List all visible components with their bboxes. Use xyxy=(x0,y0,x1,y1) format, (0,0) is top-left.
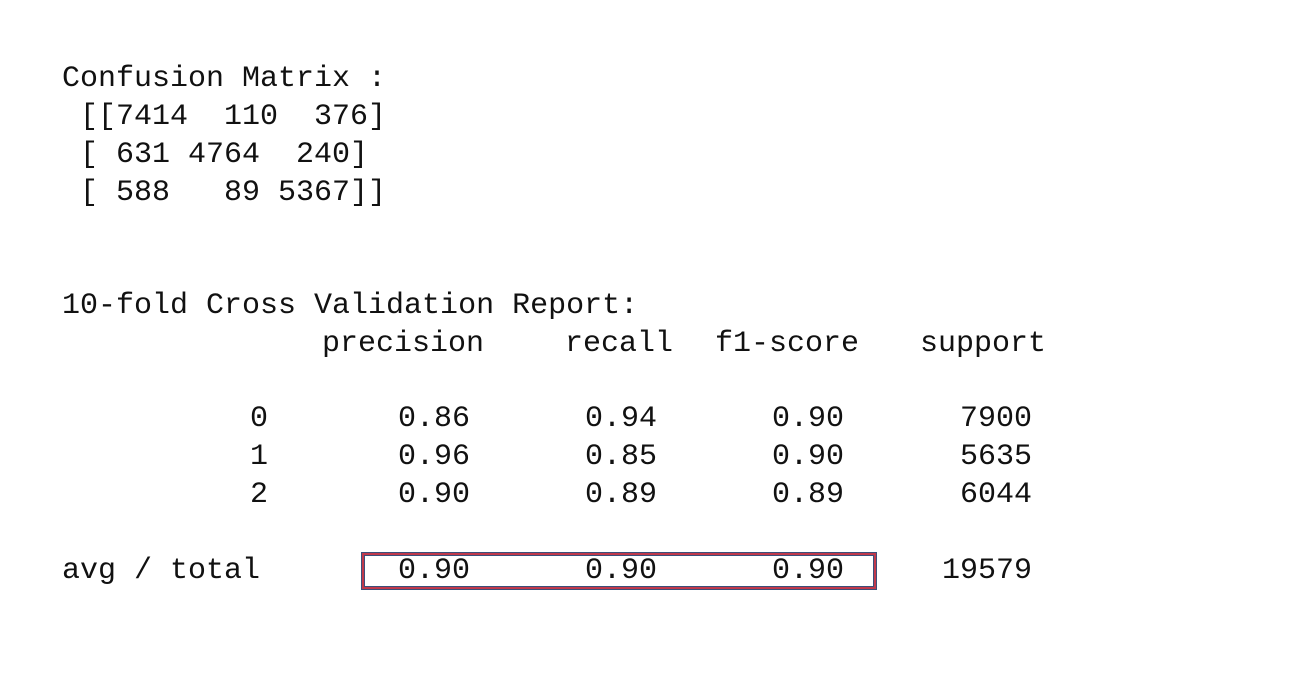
row-label: 1 xyxy=(249,440,268,474)
avg-recall-value: 0.90 xyxy=(585,554,658,588)
header-support: support xyxy=(920,327,1047,361)
precision-value: 0.96 xyxy=(398,440,471,474)
recall-value: 0.94 xyxy=(585,402,658,436)
avg-total-label: avg / total xyxy=(62,554,261,588)
precision-value: 0.90 xyxy=(398,478,471,512)
header-f1-score: f1-score xyxy=(715,327,860,361)
averages-highlight-box xyxy=(362,553,876,589)
support-value: 7900 xyxy=(959,402,1032,436)
avg-f1-value: 0.90 xyxy=(772,554,845,588)
support-value: 6044 xyxy=(959,478,1032,512)
recall-value: 0.89 xyxy=(585,478,658,512)
precision-value: 0.86 xyxy=(398,402,471,436)
f1-value: 0.90 xyxy=(772,402,845,436)
confusion-matrix-row: [ 588 89 5367]] xyxy=(62,176,387,210)
confusion-matrix-row: [[7414 110 376] xyxy=(62,100,387,134)
row-label: 0 xyxy=(249,402,268,436)
confusion-matrix-row: [ 631 4764 240] xyxy=(62,138,369,172)
report-title: 10-fold Cross Validation Report: xyxy=(62,289,639,323)
f1-value: 0.89 xyxy=(772,478,845,512)
header-precision: precision xyxy=(322,327,485,361)
support-value: 5635 xyxy=(959,440,1032,474)
row-label: 2 xyxy=(249,478,268,512)
recall-value: 0.85 xyxy=(585,440,658,474)
f1-value: 0.90 xyxy=(772,440,845,474)
header-recall: recall xyxy=(565,327,674,361)
confusion-matrix-title: Confusion Matrix : xyxy=(62,62,387,96)
avg-precision-value: 0.90 xyxy=(398,554,471,588)
avg-support-value: 19579 xyxy=(941,554,1032,588)
